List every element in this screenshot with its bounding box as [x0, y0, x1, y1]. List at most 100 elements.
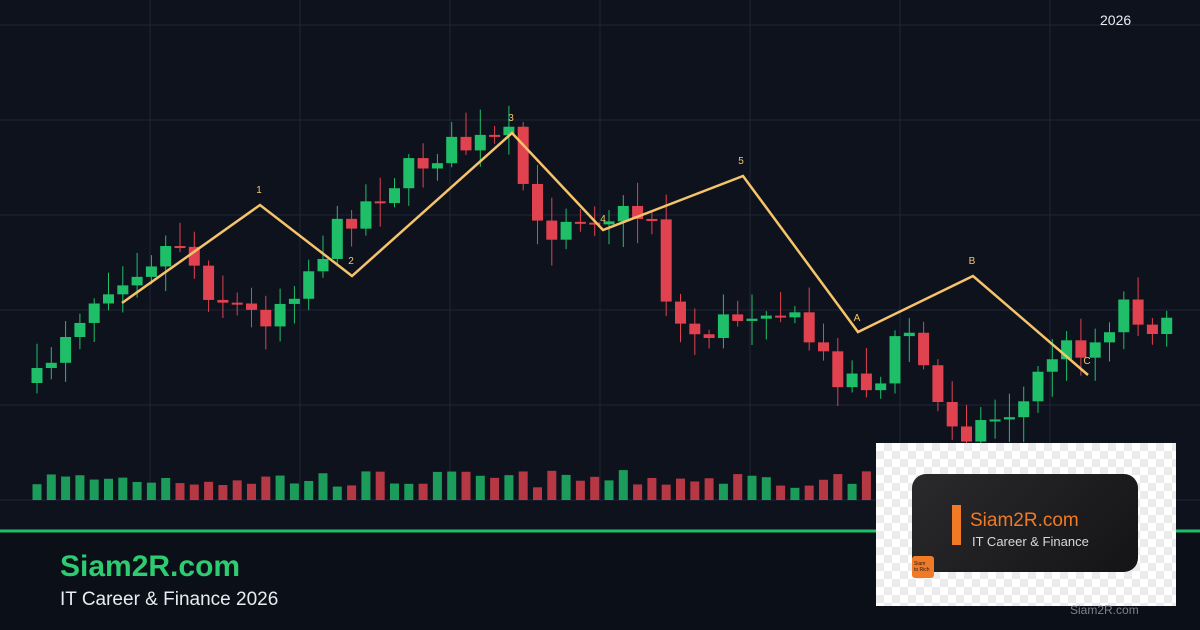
wave-label: 2	[348, 256, 354, 267]
candle-body	[1161, 317, 1173, 335]
volume-bar	[561, 474, 571, 500]
candle-body	[717, 314, 729, 338]
candle-body	[60, 336, 72, 363]
volume-bar	[204, 481, 214, 500]
candle-body	[875, 383, 887, 391]
candle-body	[903, 332, 915, 337]
volume-bar	[804, 485, 814, 500]
candle-body	[417, 158, 429, 169]
candle-body	[975, 420, 987, 442]
candle-body	[188, 246, 200, 266]
candle-body	[932, 365, 944, 403]
candle-body	[846, 373, 858, 388]
badge-line: Siam	[914, 561, 926, 567]
wave-label: B	[969, 256, 976, 267]
candle-body	[989, 419, 1001, 422]
volume-bar	[761, 477, 771, 500]
candle-body	[74, 322, 86, 337]
volume-bar	[418, 483, 428, 500]
volume-bar	[75, 475, 85, 500]
candle-body	[103, 294, 114, 304]
candle-body	[389, 188, 400, 204]
candle-body	[460, 136, 472, 151]
candle-body	[503, 126, 515, 136]
candle-body	[760, 315, 772, 319]
volume-bar	[304, 480, 314, 500]
candle-body	[1146, 324, 1158, 335]
volume-bar	[432, 471, 442, 500]
volume-bar	[404, 483, 414, 500]
volume-bar	[261, 476, 271, 500]
volume-bar	[175, 483, 185, 500]
candle-body	[1118, 299, 1130, 333]
wave-label: 1	[256, 185, 262, 196]
candle-body	[288, 298, 300, 304]
volume-bar	[661, 484, 671, 500]
volume-bar	[547, 470, 557, 500]
candle-body	[403, 158, 415, 189]
watermark: Siam2R.com	[1070, 603, 1139, 617]
volume-bar	[647, 477, 657, 500]
volume-bar	[618, 470, 628, 500]
candle-body	[603, 221, 615, 225]
volume-bar	[604, 480, 614, 500]
candle-body	[889, 336, 901, 384]
candle-body	[231, 302, 243, 305]
candle-body	[88, 303, 100, 323]
candle-body	[31, 368, 43, 383]
wave-label: A	[854, 313, 861, 324]
candle-body	[589, 222, 601, 225]
candle-body	[303, 271, 315, 299]
volume-bar	[89, 479, 99, 500]
volume-bar	[590, 476, 600, 500]
volume-bar	[118, 477, 128, 500]
candle-body	[1003, 417, 1015, 420]
logo-subtitle: IT Career & Finance	[972, 534, 1089, 549]
candle-body	[174, 246, 186, 249]
candle-body	[646, 218, 658, 221]
logo-bar	[952, 505, 961, 545]
candle-body	[203, 265, 215, 300]
candle-body	[818, 342, 829, 352]
candle-body	[160, 246, 172, 267]
volume-bar	[247, 483, 256, 500]
volume-bar	[847, 483, 857, 500]
volume-bar	[676, 478, 685, 500]
logo-title: Siam2R.com	[970, 510, 1079, 531]
candle-body	[446, 136, 458, 164]
candle-body	[689, 323, 701, 335]
volume-bar	[332, 486, 342, 500]
candle-body	[117, 285, 129, 295]
candle-body	[1046, 359, 1058, 372]
volume-bar	[704, 478, 714, 500]
volume-bar	[232, 480, 242, 500]
candle-body	[131, 276, 143, 286]
candle-body	[860, 373, 872, 391]
volume-bar	[461, 471, 471, 500]
volume-bar	[361, 471, 371, 500]
volume-bar	[347, 485, 357, 500]
volume-bar	[690, 481, 700, 500]
candle-body	[775, 315, 787, 318]
volume-bar	[161, 477, 171, 500]
wave-label: 5	[738, 156, 744, 167]
candle-body	[331, 218, 343, 259]
volume-bar	[218, 485, 228, 500]
logo-panel: Siam2R.com IT Career & Finance Siam to R…	[912, 474, 1138, 578]
volume-bar	[633, 484, 643, 500]
candle-body	[560, 221, 572, 240]
volume-bar	[861, 471, 871, 500]
candle-body	[346, 218, 358, 229]
candle-body	[431, 163, 443, 169]
candle-body	[1089, 342, 1101, 358]
year-label: 2026	[1100, 12, 1132, 28]
volume-bar	[289, 483, 299, 500]
volume-bar	[575, 480, 585, 500]
volume-bar	[32, 484, 42, 500]
candle-body	[1132, 299, 1144, 325]
candle-body	[489, 134, 501, 137]
candle-body	[517, 126, 529, 184]
candle-body	[45, 362, 57, 369]
candle-body	[746, 318, 758, 321]
